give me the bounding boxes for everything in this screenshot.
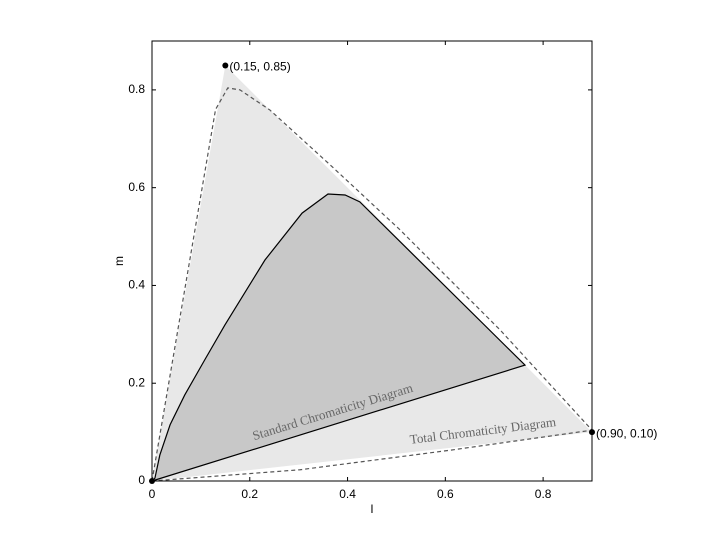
y-axis-label: m [112,256,126,266]
region [151,193,527,482]
x-tick-label: 0.4 [339,487,356,501]
y-tick-label: 0.8 [128,82,145,96]
y-tick-label: 0 [138,473,145,487]
y-tick-label: 0.4 [128,278,145,292]
region [151,87,594,482]
y-tick-label: 0.6 [128,180,145,194]
x-tick-label: 0 [149,487,156,501]
x-tick-label: 0.2 [241,487,258,501]
x-tick-label: 0.6 [437,487,454,501]
point-label: (0.90, 0.10) [596,426,657,440]
y-tick-label: 0.2 [128,375,145,389]
x-tick-label: 0.8 [535,487,552,501]
point [222,62,229,69]
point-label: (0.15, 0.85) [229,60,290,74]
plot-frame [151,40,593,482]
x-axis-label: l [371,502,374,516]
